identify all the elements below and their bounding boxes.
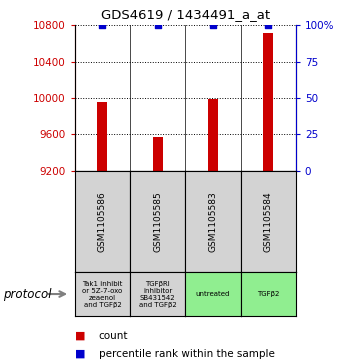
Point (266, 23, 271, 28)
Text: GSM1105584: GSM1105584 (264, 191, 273, 252)
Point (100, 23, 105, 28)
Text: untreated: untreated (196, 291, 230, 297)
Bar (153, 136, 163, 171)
Text: ■: ■ (75, 349, 85, 359)
Point (155, 23, 160, 28)
Text: Tak1 inhibit
or 5Z-7-oxo
zeaenol
and TGFβ2: Tak1 inhibit or 5Z-7-oxo zeaenol and TGF… (82, 281, 123, 307)
Text: GSM1105586: GSM1105586 (98, 191, 107, 252)
Text: GSM1105585: GSM1105585 (153, 191, 162, 252)
Text: TGFβ2: TGFβ2 (257, 291, 279, 297)
Bar (263, 33, 273, 171)
Text: protocol: protocol (3, 287, 52, 301)
Text: GSM1105583: GSM1105583 (208, 191, 217, 252)
Text: count: count (99, 331, 128, 341)
Bar (208, 99, 218, 171)
Text: percentile rank within the sample: percentile rank within the sample (99, 349, 274, 359)
Text: ■: ■ (75, 331, 85, 341)
Title: GDS4619 / 1434491_a_at: GDS4619 / 1434491_a_at (101, 8, 270, 21)
Text: TGFβRI
inhibitor
SB431542
and TGFβ2: TGFβRI inhibitor SB431542 and TGFβ2 (139, 281, 176, 307)
Bar (98, 102, 107, 171)
Point (210, 23, 216, 28)
